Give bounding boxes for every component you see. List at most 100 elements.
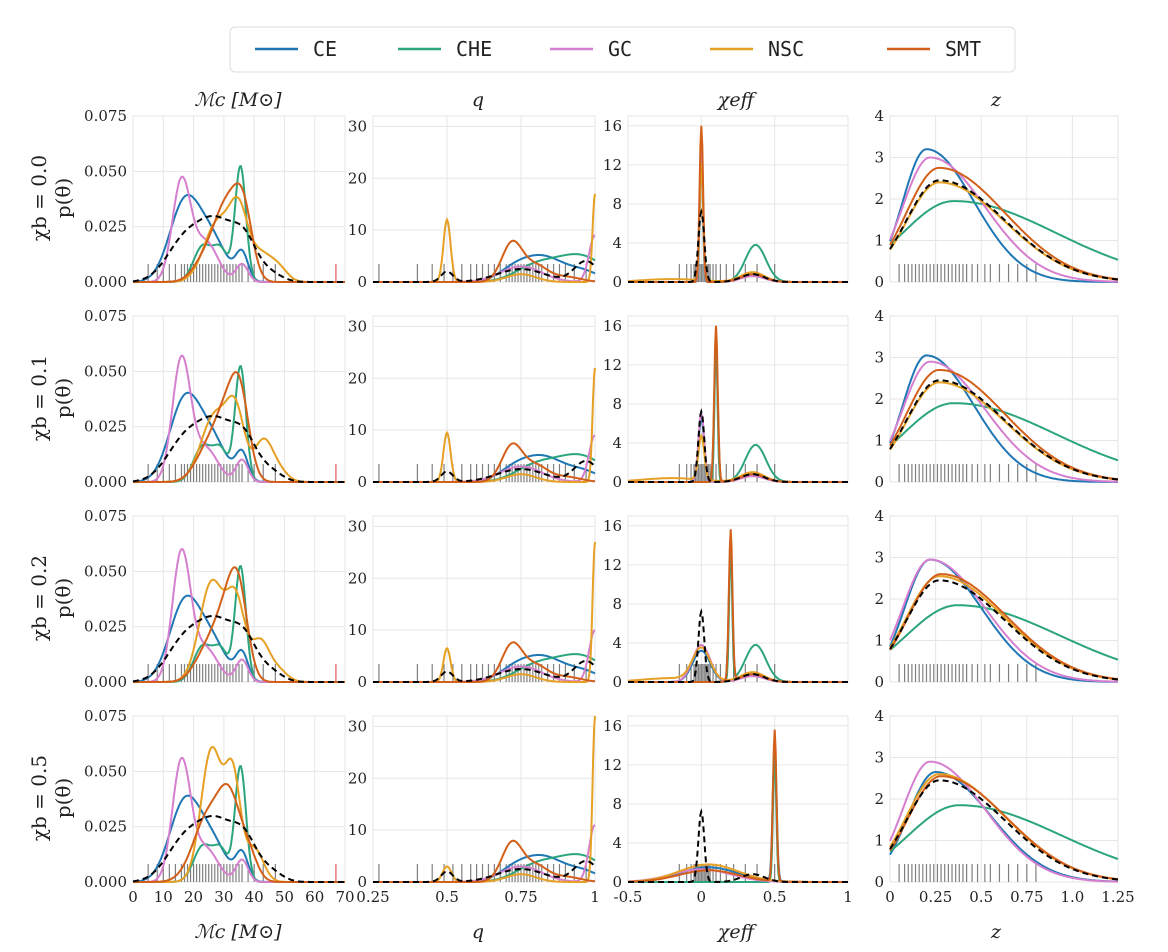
column-title-chieff: χeff — [716, 89, 758, 111]
series-line-combined — [132, 814, 345, 883]
series-line-nsc — [628, 162, 848, 283]
legend-entry-che: CHE — [398, 37, 492, 61]
y-tick-label: 0 — [874, 473, 884, 491]
series-line-nsc — [628, 646, 848, 683]
x-tick-label: 0.5 — [435, 888, 459, 906]
series-line-gc — [889, 760, 1119, 883]
y-tick-label: 30 — [348, 717, 367, 735]
y-tick-label: 8 — [612, 795, 622, 813]
series-line-ce — [628, 159, 848, 283]
event-rug — [147, 464, 337, 482]
ylabel-row-3: p(θ) — [51, 578, 75, 618]
series-line-smt — [373, 239, 596, 283]
y-tick-label: 0.000 — [84, 873, 127, 891]
x-tick-label: 0.75 — [504, 888, 537, 906]
y-tick-label: 0.075 — [84, 707, 127, 725]
series-line-nsc — [373, 367, 596, 483]
x-tick-label: 0 — [697, 888, 707, 906]
y-tick-label: 1 — [874, 832, 884, 850]
x-tick-label: 10 — [154, 888, 173, 906]
series-line-combined — [132, 214, 345, 283]
y-tick-label: 0.075 — [84, 307, 127, 325]
y-tick-label: 0 — [357, 673, 367, 691]
y-tick-label: 12 — [603, 156, 622, 174]
y-tick-label: 4 — [612, 434, 622, 452]
x-tick-label: 0.25 — [356, 888, 389, 906]
series-line-gc — [889, 558, 1119, 683]
event-rug — [147, 864, 337, 882]
row-label-chib-0.1: χb = 0.1 — [27, 355, 51, 441]
y-tick-label: 30 — [348, 517, 367, 535]
y-tick-label: 30 — [348, 317, 367, 335]
y-tick-label: 1 — [874, 632, 884, 650]
series-line-combined — [373, 260, 596, 283]
y-tick-label: 20 — [348, 169, 367, 187]
event-rug — [898, 864, 1037, 882]
panel-r4-c1: 0.000 0.025 0.050 0.075 0 10 20 30 40 50 60 70 — [84, 707, 355, 906]
panel-frame — [372, 315, 596, 483]
series-line-combined — [373, 860, 596, 883]
y-tick-label: 0.075 — [84, 107, 127, 125]
y-tick-label: 0 — [357, 273, 367, 291]
x-tick-label: 1 — [590, 888, 600, 906]
panel-r3-c4: 0 1 2 3 4 — [874, 507, 1119, 691]
y-tick-label: 10 — [348, 821, 367, 839]
row-labels: χb = 0.0 χb = 0.1 χb = 0.2 χb = 0.5 p(θ)… — [27, 155, 75, 841]
y-tick-label: 16 — [603, 117, 622, 135]
y-tick-label: 4 — [874, 507, 884, 525]
y-tick-label: 0.050 — [84, 162, 127, 180]
legend-label-che: CHE — [456, 37, 492, 61]
series-line-combined — [889, 179, 1119, 281]
series-line-gc — [889, 156, 1119, 283]
y-tick-label: 0.000 — [84, 273, 127, 291]
y-tick-label: 16 — [603, 717, 622, 735]
x-tick-label: 30 — [214, 888, 233, 906]
series-line-ce — [889, 148, 1118, 283]
series-line-che — [628, 755, 848, 883]
series-line-gc — [373, 824, 596, 883]
x-tick-label: 20 — [184, 888, 203, 906]
y-tick-label: 8 — [612, 595, 622, 613]
y-tick-label: 2 — [874, 190, 884, 208]
y-tick-label: 0 — [612, 873, 622, 891]
y-tick-label: 3 — [874, 149, 884, 167]
y-tick-label: 0 — [612, 273, 622, 291]
y-tick-label: 3 — [874, 749, 884, 767]
y-tick-label: 1 — [874, 432, 884, 450]
y-tick-label: 4 — [874, 307, 884, 325]
series-line-nsc — [373, 715, 596, 883]
panel-r1-c2: 0 10 20 30 — [348, 115, 596, 291]
panel-frame — [372, 115, 596, 283]
x-axis-labels: ℳc [M⊙] q χeff z — [194, 921, 1002, 943]
legend-frame — [229, 26, 1016, 73]
panel-r1-c1: 0.000 0.025 0.050 0.075 — [84, 107, 346, 291]
event-rug — [147, 264, 337, 282]
y-tick-label: 0.025 — [84, 618, 127, 636]
y-tick-label: 4 — [874, 107, 884, 125]
series-line-combined — [628, 408, 848, 483]
legend-entry-ce: CE — [255, 37, 337, 61]
y-tick-label: 4 — [612, 834, 622, 852]
panel-frame — [627, 515, 849, 683]
ylabel-row-1: p(θ) — [51, 178, 75, 218]
x-tick-label: 1.25 — [1101, 888, 1134, 906]
y-tick-label: 8 — [612, 395, 622, 413]
y-tick-label: 2 — [874, 790, 884, 808]
panel-r2-c4: 0 1 2 3 4 — [874, 307, 1119, 491]
series-line-ce — [628, 345, 848, 483]
panel-frame — [627, 115, 849, 283]
y-tick-label: 3 — [874, 549, 884, 567]
y-tick-label: 0.000 — [84, 673, 127, 691]
column-title-q: q — [472, 89, 484, 111]
series-line-smt — [889, 166, 1119, 281]
y-tick-label: 4 — [612, 634, 622, 652]
panel-r4-c2: 0 10 20 30 0.25 0.5 0.75 1 — [348, 715, 600, 906]
y-tick-label: 0.025 — [84, 818, 127, 836]
y-tick-label: 0.025 — [84, 218, 127, 236]
y-tick-label: 12 — [603, 556, 622, 574]
x-tick-label: 0.5 — [969, 888, 993, 906]
event-rug — [898, 664, 1037, 682]
y-tick-label: 20 — [348, 769, 367, 787]
legend-label-smt: SMT — [945, 37, 981, 61]
x-tick-label: 0.25 — [919, 888, 952, 906]
